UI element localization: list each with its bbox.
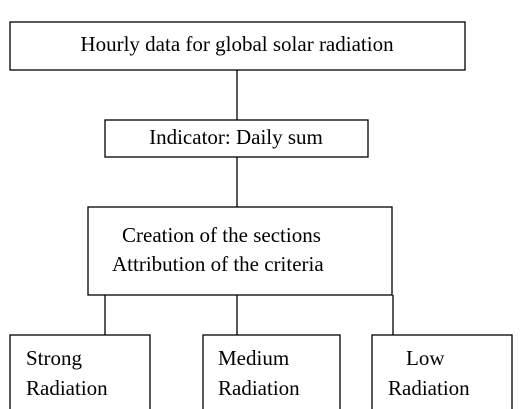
node-label: Attribution of the criteria: [112, 252, 324, 276]
node-box: [202, 334, 341, 409]
node-box: [87, 206, 393, 296]
node-label: Strong: [26, 346, 83, 370]
node-label: Low: [406, 346, 445, 370]
node-label: Hourly data for global solar radiation: [80, 32, 394, 56]
node-label: Radiation: [218, 376, 300, 400]
node-label: Radiation: [26, 376, 108, 400]
node-box: [9, 21, 466, 71]
node-label: Radiation: [388, 376, 470, 400]
node-label: Indicator: Daily sum: [149, 125, 323, 149]
node-label: Medium: [218, 346, 289, 370]
node-label: Creation of the sections: [122, 223, 321, 247]
node-box: [371, 334, 513, 409]
node-box: [104, 119, 369, 158]
node-box: [9, 334, 151, 409]
